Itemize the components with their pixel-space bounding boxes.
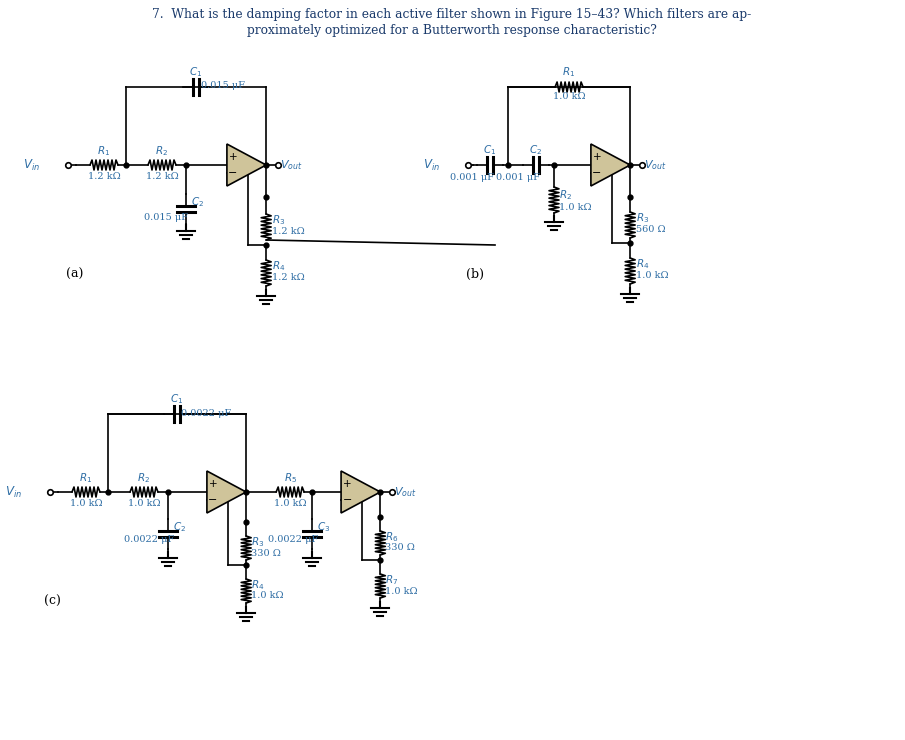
Text: $V_{in}$: $V_{in}$ (423, 158, 440, 172)
Text: +: + (593, 152, 601, 162)
Text: 1.0 kΩ: 1.0 kΩ (559, 203, 592, 212)
Text: $R_2$: $R_2$ (559, 188, 572, 202)
Text: 1.2 kΩ: 1.2 kΩ (272, 274, 305, 283)
Text: $R_5$: $R_5$ (283, 471, 297, 485)
Polygon shape (227, 144, 266, 186)
Text: $R_4$: $R_4$ (272, 259, 286, 273)
Text: (b): (b) (466, 268, 484, 281)
Text: (a): (a) (66, 268, 83, 281)
Text: $C_2$: $C_2$ (191, 195, 205, 209)
Text: 7.  What is the damping factor in each active filter shown in Figure 15–43? Whic: 7. What is the damping factor in each ac… (152, 8, 752, 21)
Polygon shape (591, 144, 630, 186)
Text: 0.0022 μF: 0.0022 μF (268, 534, 319, 543)
Text: +: + (208, 479, 217, 489)
Text: 0.0022 μF: 0.0022 μF (124, 536, 175, 545)
Text: $R_2$: $R_2$ (138, 471, 150, 485)
Text: (c): (c) (43, 595, 61, 608)
Text: 330 Ω: 330 Ω (252, 548, 281, 557)
Text: $R_4$: $R_4$ (252, 578, 264, 592)
Text: proximately optimized for a Butterworth response characteristic?: proximately optimized for a Butterworth … (247, 24, 657, 37)
Text: $R_3$: $R_3$ (636, 211, 650, 225)
Text: 0.015 μF: 0.015 μF (201, 81, 245, 90)
Text: 1.0 kΩ: 1.0 kΩ (636, 272, 669, 280)
Polygon shape (207, 471, 246, 513)
Text: 0.0022 μF: 0.0022 μF (181, 408, 232, 417)
Text: $R_1$: $R_1$ (80, 471, 92, 485)
Text: $C_3$: $C_3$ (317, 520, 330, 534)
Text: $R_1$: $R_1$ (563, 65, 576, 79)
Text: +: + (343, 479, 351, 489)
Text: 1.2 kΩ: 1.2 kΩ (272, 227, 305, 237)
Text: 1.0 kΩ: 1.0 kΩ (252, 591, 284, 600)
Text: $R_2$: $R_2$ (156, 144, 168, 158)
Text: 1.0 kΩ: 1.0 kΩ (70, 499, 102, 508)
Text: $R_4$: $R_4$ (636, 257, 650, 271)
Text: −: − (228, 168, 238, 178)
Text: $V_{out}$: $V_{out}$ (644, 158, 667, 172)
Text: $C_2$: $C_2$ (173, 520, 186, 534)
Text: $R_6$: $R_6$ (386, 530, 399, 544)
Text: $R_3$: $R_3$ (272, 213, 285, 227)
Text: 0.001 μF: 0.001 μF (450, 173, 494, 182)
Text: $V_{out}$: $V_{out}$ (281, 158, 303, 172)
Text: −: − (592, 168, 602, 178)
Text: 1.0 kΩ: 1.0 kΩ (553, 92, 586, 101)
Text: $R_3$: $R_3$ (252, 535, 264, 549)
Text: 1.2 kΩ: 1.2 kΩ (88, 172, 120, 181)
Text: 1.0 kΩ: 1.0 kΩ (386, 587, 418, 596)
Text: −: − (342, 495, 352, 505)
Text: $C_1$: $C_1$ (170, 392, 184, 406)
Text: $V_{in}$: $V_{in}$ (5, 485, 22, 500)
Text: 1.2 kΩ: 1.2 kΩ (146, 172, 178, 181)
Text: $C_1$: $C_1$ (483, 144, 497, 157)
Text: $C_2$: $C_2$ (529, 144, 542, 157)
Text: −: − (208, 495, 217, 505)
Text: 0.001 μF: 0.001 μF (496, 173, 540, 182)
Polygon shape (341, 471, 380, 513)
Text: +: + (229, 152, 237, 162)
Text: 1.0 kΩ: 1.0 kΩ (128, 499, 160, 508)
Text: 0.015 μF: 0.015 μF (144, 212, 188, 221)
Text: $R_7$: $R_7$ (386, 573, 398, 587)
Text: $V_{out}$: $V_{out}$ (395, 485, 417, 499)
Text: 330 Ω: 330 Ω (386, 543, 415, 553)
Text: 1.0 kΩ: 1.0 kΩ (274, 499, 307, 508)
Text: $R_1$: $R_1$ (98, 144, 110, 158)
Text: $C_1$: $C_1$ (189, 65, 203, 79)
Text: 560 Ω: 560 Ω (636, 226, 666, 235)
Text: $V_{in}$: $V_{in}$ (23, 158, 40, 172)
